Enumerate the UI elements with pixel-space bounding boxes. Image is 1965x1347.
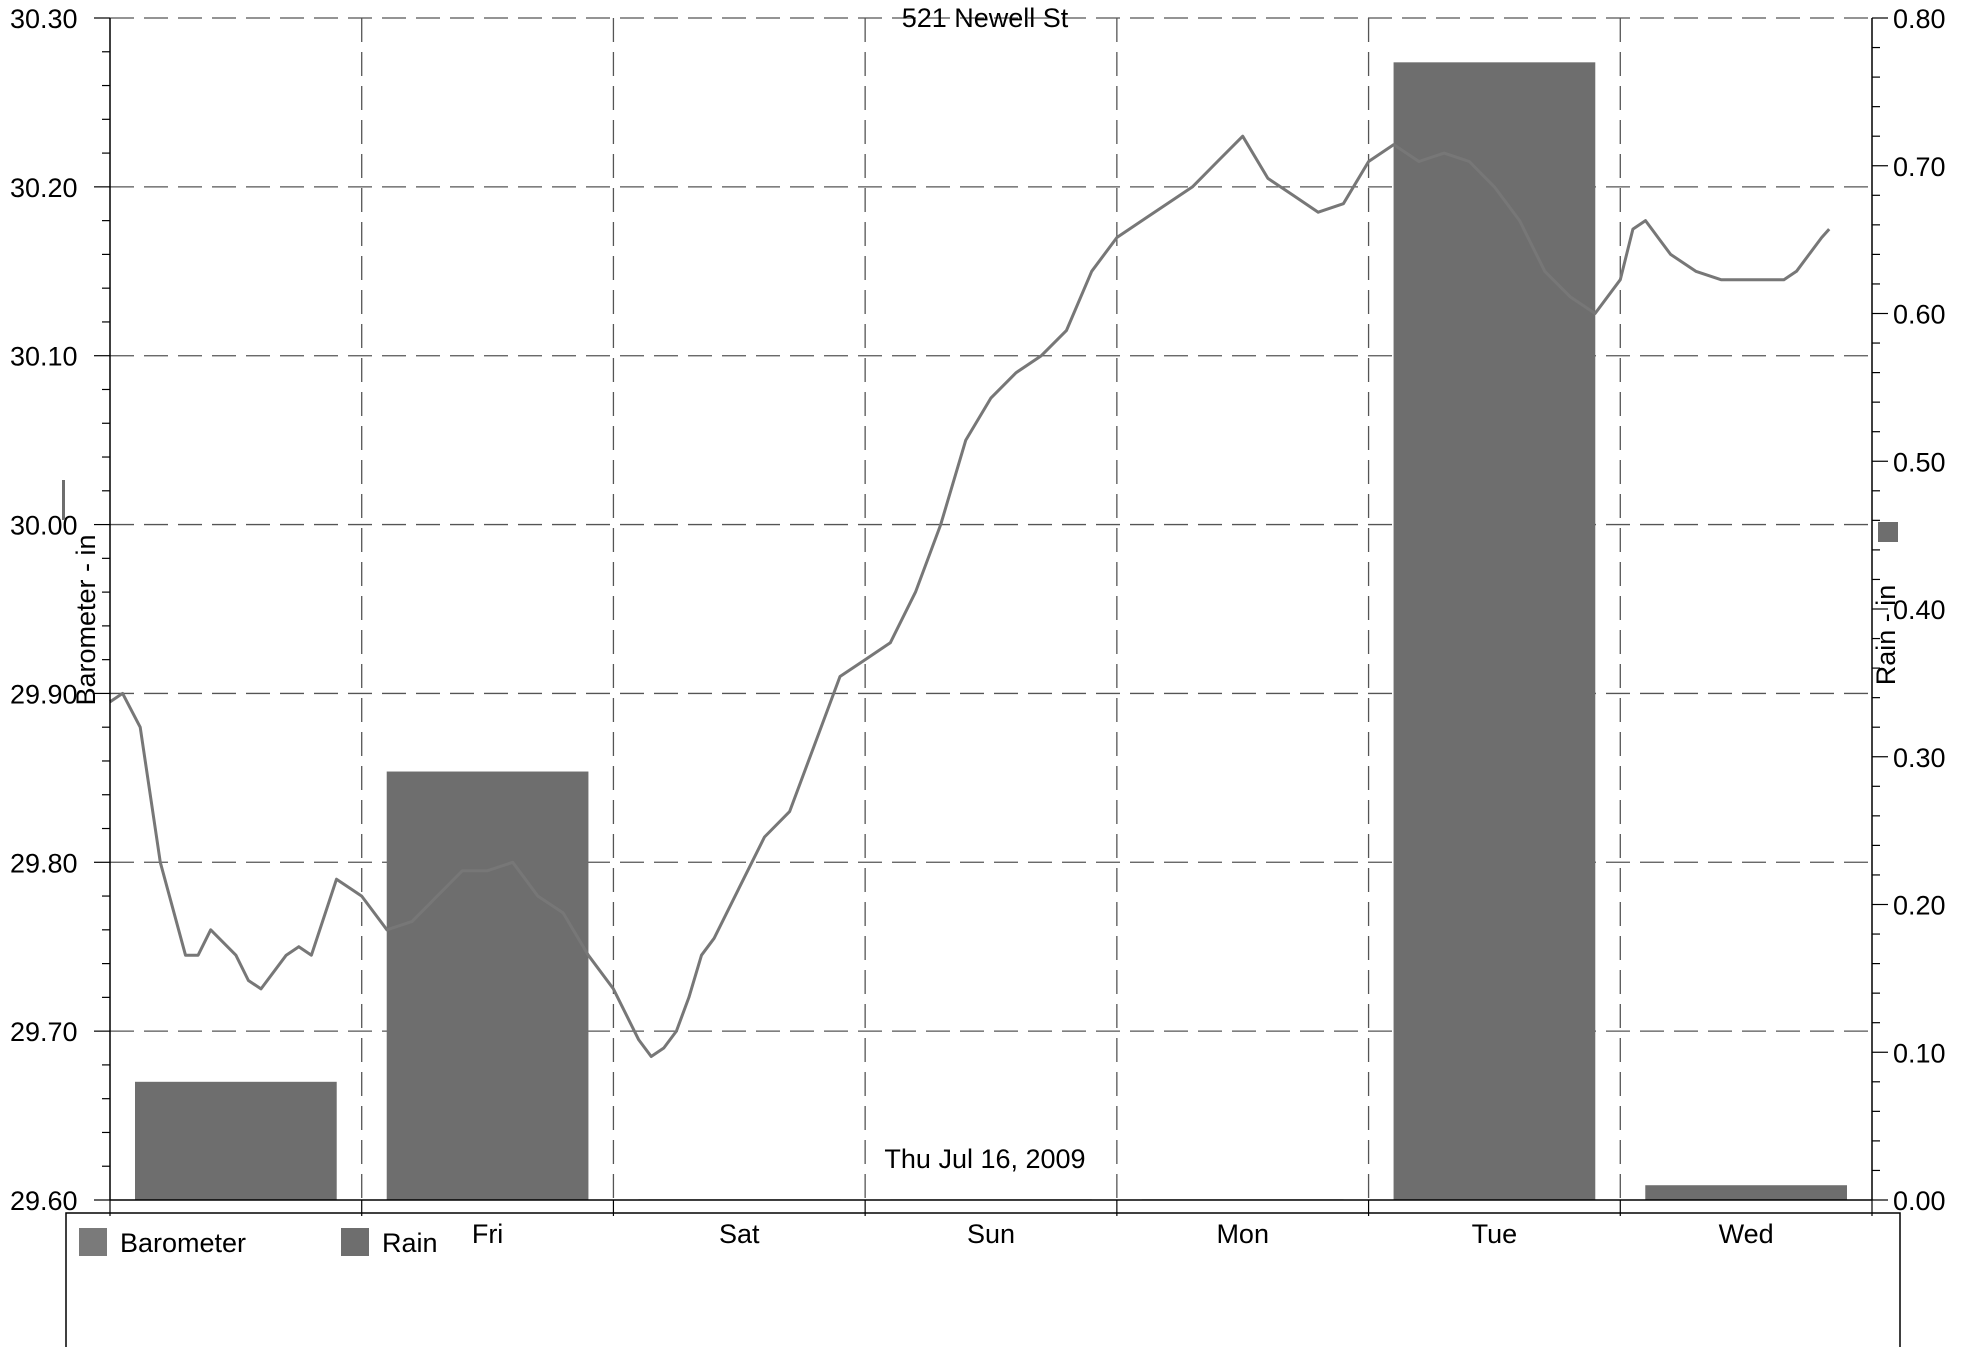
y-left-tick-label: 29.80 — [10, 848, 78, 878]
y-right-tick-label: 0.70 — [1893, 152, 1946, 182]
y-left-tick-label: 30.00 — [10, 511, 78, 541]
y-left-axis-label: Barometer - in — [71, 534, 101, 705]
x-tick-label: Sun — [967, 1219, 1015, 1249]
date-annotation: Thu Jul 16, 2009 — [884, 1144, 1085, 1174]
y-right-axis-label: Rain - in — [1871, 585, 1901, 686]
barometer-line-group — [109, 134, 1831, 1058]
y-right-tick-label: 0.20 — [1893, 891, 1946, 921]
y-left-tick-label: 30.30 — [10, 4, 78, 34]
y-left-tick-label: 30.10 — [10, 342, 78, 372]
legend-swatch-rain — [341, 1228, 369, 1256]
y-right-tick-label: 0.10 — [1893, 1038, 1946, 1068]
y-right-tick-label: 0.00 — [1893, 1186, 1946, 1216]
y-right-tick-label: 0.40 — [1893, 595, 1946, 625]
gridlines — [110, 17, 1872, 1200]
rain-bar — [1645, 1185, 1847, 1200]
x-tick-label: Sat — [719, 1219, 760, 1249]
y-left-tick-label: 29.90 — [10, 679, 78, 709]
x-tick-label: Fri — [472, 1219, 503, 1249]
rain-bar — [135, 1081, 337, 1200]
x-tick-label: Mon — [1216, 1219, 1269, 1249]
y-left-tick-label: 29.70 — [10, 1017, 78, 1047]
barometer-line — [109, 134, 1831, 1058]
legend-swatch-barometer — [79, 1228, 107, 1256]
y-left-tick-label: 30.20 — [10, 173, 78, 203]
barometer-series-marker — [62, 480, 65, 520]
y-right-tick-label: 0.30 — [1893, 743, 1946, 773]
legend-box — [65, 1212, 1901, 1347]
legend-label-barometer: Barometer — [120, 1228, 246, 1258]
y-right-tick-label: 0.80 — [1893, 4, 1946, 34]
y-right-tick-label: 0.60 — [1893, 300, 1946, 330]
chart-title: 521 Newell St — [902, 3, 1069, 33]
x-tick-label: Tue — [1472, 1219, 1518, 1249]
axes — [94, 17, 1888, 1216]
x-tick-label: Wed — [1719, 1219, 1774, 1249]
rain-series-marker — [1878, 522, 1898, 542]
legend-label-rain: Rain — [382, 1228, 438, 1258]
rain-bar — [386, 771, 589, 1200]
rain-bar — [1393, 62, 1596, 1201]
y-right-tick-label: 0.50 — [1893, 447, 1946, 477]
y-left-tick-label: 29.60 — [10, 1186, 78, 1216]
tick-labels: 29.60 29.70 29.80 29.90 30.00 30.10 30.20 30.30… — [10, 4, 1946, 1249]
rain-bars — [135, 62, 1847, 1201]
